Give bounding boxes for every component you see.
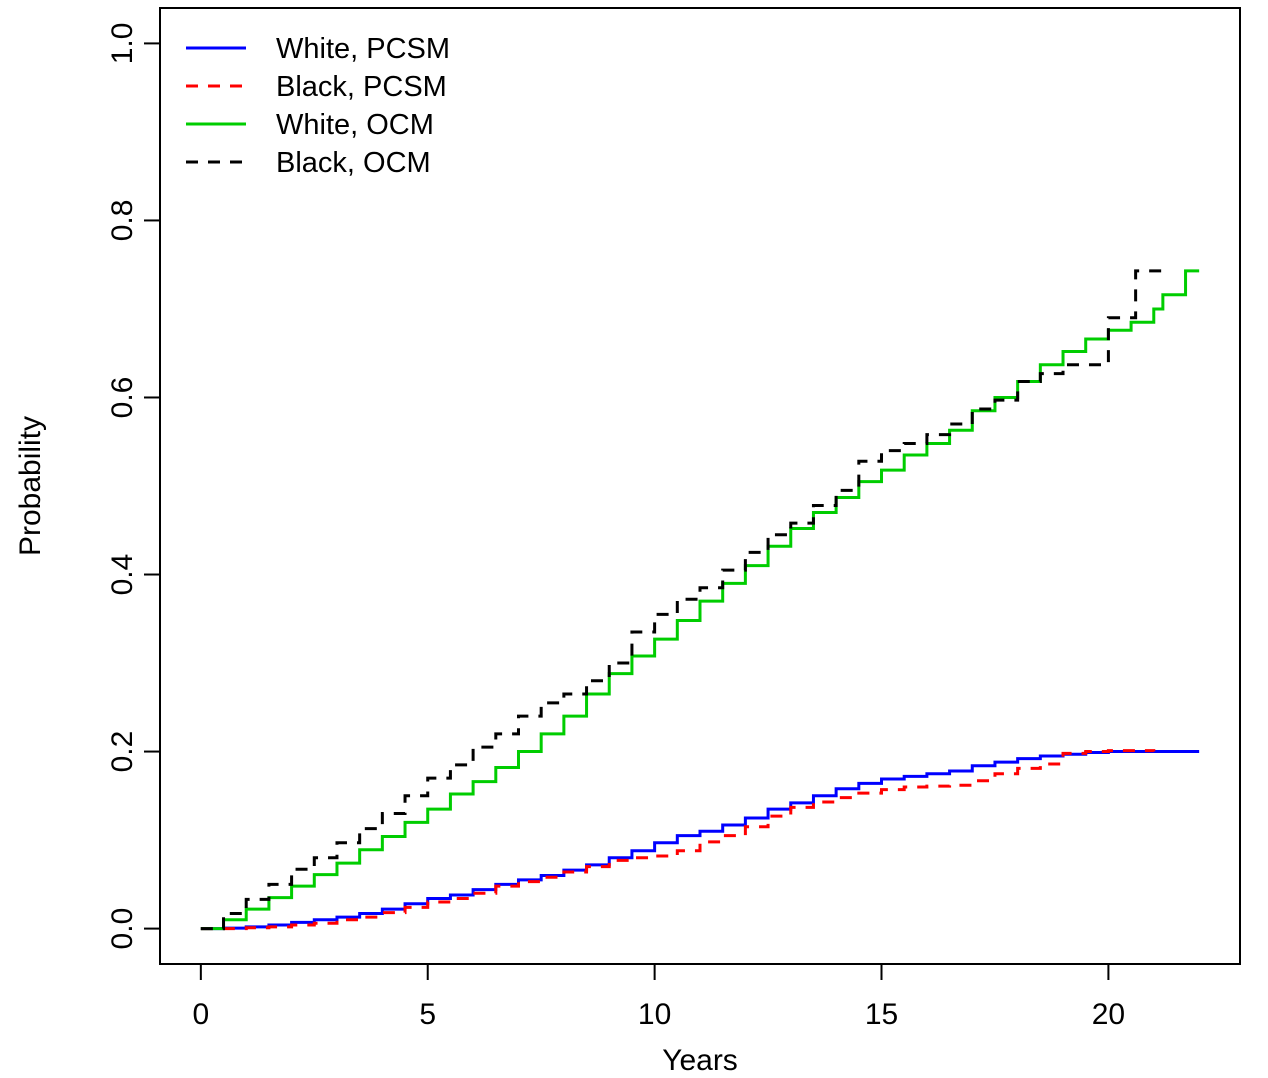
series-line-3 bbox=[200, 269, 1163, 931]
x-tick-label: 20 bbox=[1092, 998, 1125, 1031]
x-tick-label: 5 bbox=[419, 998, 436, 1031]
y-tick-label: 1.0 bbox=[106, 23, 139, 65]
legend-label: Black, OCM bbox=[276, 147, 431, 179]
y-tick-label: 0.8 bbox=[106, 200, 139, 242]
series-line-1 bbox=[200, 749, 1156, 931]
legend-label: White, OCM bbox=[276, 109, 434, 141]
y-tick-label: 0.4 bbox=[106, 554, 139, 596]
x-tick-label: 0 bbox=[192, 998, 209, 1031]
series-layer bbox=[200, 269, 1200, 931]
x-tick-label: 10 bbox=[638, 998, 671, 1031]
y-axis: 0.0 0.2 0.4 0.6 0.8 1.0 bbox=[106, 23, 161, 950]
series-line-0 bbox=[200, 750, 1200, 931]
y-tick-label: 0.6 bbox=[106, 377, 139, 419]
y-tick-label: 0.2 bbox=[106, 731, 139, 773]
series-line-2 bbox=[200, 269, 1200, 931]
x-tick-label: 15 bbox=[865, 998, 898, 1031]
x-axis-title: Years bbox=[662, 1044, 738, 1077]
y-axis-title: Probability bbox=[14, 416, 47, 556]
y-tick-label: 0.0 bbox=[106, 908, 139, 950]
legend-label: Black, PCSM bbox=[276, 71, 447, 103]
x-axis: 0 5 10 15 20 bbox=[192, 963, 1125, 1031]
legend-label: White, PCSM bbox=[276, 33, 450, 65]
legend: White, PCSM Black, PCSM White, OCM Black, O… bbox=[186, 33, 450, 179]
